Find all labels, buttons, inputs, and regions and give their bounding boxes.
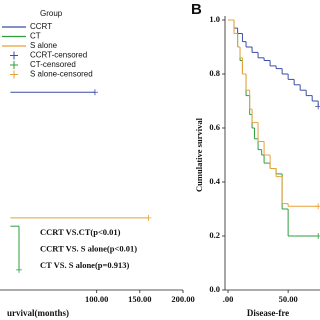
censor-mark — [15, 266, 22, 273]
legend-label: S alone — [30, 41, 58, 50]
censor-mark — [315, 203, 320, 210]
y-tick-label: 0.6 — [209, 122, 220, 132]
y-tick-label: 0.8 — [209, 68, 220, 78]
annotation: CCRT VS. S alone(p<0.01) — [40, 243, 137, 253]
censor-mark — [91, 89, 98, 96]
panel-b-plot — [228, 19, 320, 239]
legend-title: Group — [40, 9, 63, 18]
legend-label: CT — [30, 32, 41, 41]
censor-mark — [315, 233, 320, 239]
y-axis-label: Cumulative survival — [194, 117, 204, 192]
legend-label: CCRT — [30, 22, 52, 31]
x-axis-label: Disease-fre — [247, 308, 289, 318]
panel-a-plot — [10, 89, 152, 273]
x-axis-label: urvival(months) — [7, 308, 69, 318]
x-tick-label: 100.00 — [85, 294, 108, 304]
censor-mark — [145, 214, 152, 221]
y-tick-label: 0.0 — [209, 284, 220, 294]
panel-label: B — [191, 1, 202, 18]
x-tick-label: 200.00 — [171, 294, 194, 304]
x-tick-label: .00 — [223, 294, 234, 304]
legend-censor-swatch — [10, 70, 18, 79]
annotation: CCRT VS.CT(p<0.01) — [40, 227, 121, 237]
legend-censor-swatch — [10, 61, 18, 69]
y-tick-label: 0.4 — [209, 176, 220, 186]
annotation: CT VS. S alone(p=0.913) — [40, 260, 129, 270]
x-tick-label: 150.00 — [128, 294, 151, 304]
legend-label: S alone-censored — [30, 70, 93, 79]
legend-censor-swatch — [10, 51, 18, 60]
legend-label: CT-censored — [30, 60, 76, 69]
y-tick-label: 1.0 — [209, 14, 220, 24]
x-tick-label: 50.00 — [279, 294, 298, 304]
y-tick-label: 0.2 — [209, 230, 220, 240]
legend-label: CCRT-censored — [30, 51, 87, 60]
censor-mark — [315, 103, 320, 110]
